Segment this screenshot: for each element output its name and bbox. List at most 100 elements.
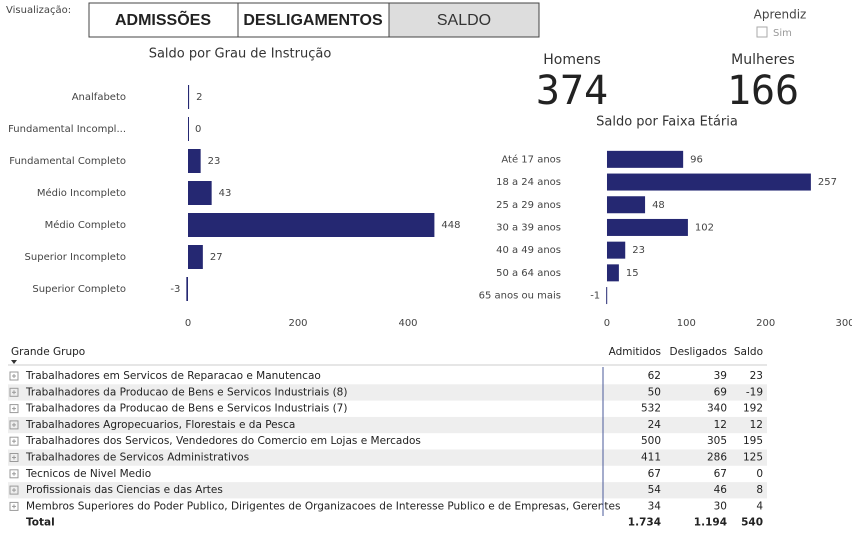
table-cell: 34	[648, 500, 662, 512]
x-tick-label: 300	[835, 318, 852, 329]
kpi-label: Mulheres	[731, 52, 795, 68]
visualization-label: Visualização:	[6, 5, 71, 16]
button-frame[interactable]	[237, 2, 390, 38]
data-label: 48	[652, 200, 665, 211]
chart-title: Saldo por Faixa Etária	[596, 115, 738, 130]
chart-title: Saldo por Grau de Instrução	[149, 47, 332, 62]
table-cell: Profissionais das Ciencias e das Artes	[26, 484, 223, 496]
sort-arrow	[11, 360, 17, 364]
bar	[188, 149, 201, 173]
bar	[188, 245, 203, 269]
table-cell: 12	[750, 419, 763, 431]
category-label: Superior Completo	[32, 284, 126, 295]
table-cell: 192	[743, 403, 763, 415]
data-label: 257	[818, 177, 837, 188]
table-cell: Membros Superiores do Poder Publico, Dir…	[26, 500, 620, 512]
column-header: Saldo	[734, 346, 763, 358]
data-label: 23	[208, 156, 221, 167]
button[interactable]: SALDO	[437, 12, 491, 29]
kpi-value: 374	[536, 68, 608, 114]
expand-icon	[9, 453, 19, 462]
table-cell: Trabalhadores em Servicos de Reparacao e…	[25, 370, 321, 382]
column-header: Grande Grupo	[11, 346, 85, 358]
checkbox[interactable]	[756, 26, 768, 38]
table-cell: 8	[756, 484, 763, 496]
category-label: 40 a 49 anos	[496, 245, 561, 256]
bar	[606, 264, 619, 282]
category-label: Fundamental Incompl...	[8, 124, 126, 135]
expand-icon	[9, 404, 19, 414]
bar	[606, 150, 684, 168]
data-label: -1	[590, 291, 600, 302]
x-tick-label: 200	[288, 318, 307, 329]
table-cell: Trabalhadores da Producao de Bens e Serv…	[25, 403, 347, 415]
table-cell: Trabalhadores dos Servicos, Vendedores d…	[25, 435, 421, 447]
slicer-option[interactable]: Sim	[773, 28, 792, 39]
data-label: 15	[626, 268, 639, 279]
table-cell: 500	[641, 435, 661, 447]
button[interactable]: DESLIGAMENTOS	[243, 12, 383, 29]
expand-icon	[9, 371, 19, 381]
table-cell: 24	[648, 419, 662, 431]
table-cell: 62	[648, 370, 661, 382]
bar	[188, 213, 435, 237]
expand-icon	[9, 420, 19, 430]
total-cell: 1.194	[694, 517, 727, 529]
column-header: Admitidos	[609, 346, 661, 358]
total-cell: 540	[741, 517, 763, 529]
table-cell: 69	[714, 386, 727, 398]
data-label: -3	[170, 284, 180, 295]
total-cell: 1.734	[628, 517, 661, 529]
button[interactable]: ADMISSÕES	[115, 9, 211, 29]
bar	[606, 218, 688, 236]
table-cell: 195	[743, 435, 763, 447]
table-cell: 532	[641, 403, 661, 415]
table-cell: 4	[756, 500, 763, 512]
table-cell: -19	[746, 386, 763, 398]
data-label: 27	[210, 252, 223, 263]
category-label: 50 a 64 anos	[496, 268, 561, 279]
category-label: 30 a 39 anos	[496, 222, 561, 233]
data-label: 0	[195, 124, 201, 135]
expand-icon	[9, 485, 19, 495]
table-cell: 46	[714, 484, 728, 496]
category-label: 25 a 29 anos	[496, 200, 561, 211]
table-cell: 30	[714, 500, 727, 512]
bar	[188, 85, 190, 109]
data-label: 448	[441, 220, 460, 231]
bar	[188, 181, 212, 205]
slicer-title: Aprendiz	[754, 8, 807, 22]
row-background	[8, 416, 767, 434]
category-label: Médio Incompleto	[37, 187, 126, 199]
x-tick-label: 400	[398, 318, 417, 329]
category-label: Superior Incompleto	[25, 252, 126, 263]
table-cell: 0	[756, 468, 763, 480]
table-cell: 411	[641, 452, 661, 464]
row-background	[8, 482, 767, 499]
table-cell: Tecnicos de Nivel Medio	[25, 468, 151, 480]
column-header: Desligados	[669, 346, 727, 358]
kpi-value: 166	[727, 68, 799, 114]
table-cell: Trabalhadores de Servicos Administrativo…	[25, 452, 249, 464]
table-cell: 67	[648, 468, 661, 480]
bar	[606, 196, 646, 214]
bar	[606, 241, 626, 259]
table-cell: 50	[648, 386, 661, 398]
button-frame[interactable]	[88, 2, 239, 38]
table-cell: 23	[750, 370, 763, 382]
table-cell: 39	[714, 370, 727, 382]
button-frame[interactable]	[388, 2, 540, 38]
expand-icon	[9, 501, 19, 511]
bar	[606, 173, 811, 191]
table-cell: 54	[648, 484, 662, 496]
bar	[188, 117, 189, 141]
category-label: Até 17 anos	[501, 153, 561, 165]
table-cell: 286	[707, 452, 727, 464]
category-label: Analfabeto	[72, 92, 126, 103]
total-cell: Total	[26, 517, 55, 529]
table-cell: 125	[743, 452, 763, 464]
table-cell: Trabalhadores Agropecuarios, Florestais …	[25, 419, 295, 431]
table-cell: 12	[714, 419, 727, 431]
table-cell: 305	[707, 435, 727, 447]
